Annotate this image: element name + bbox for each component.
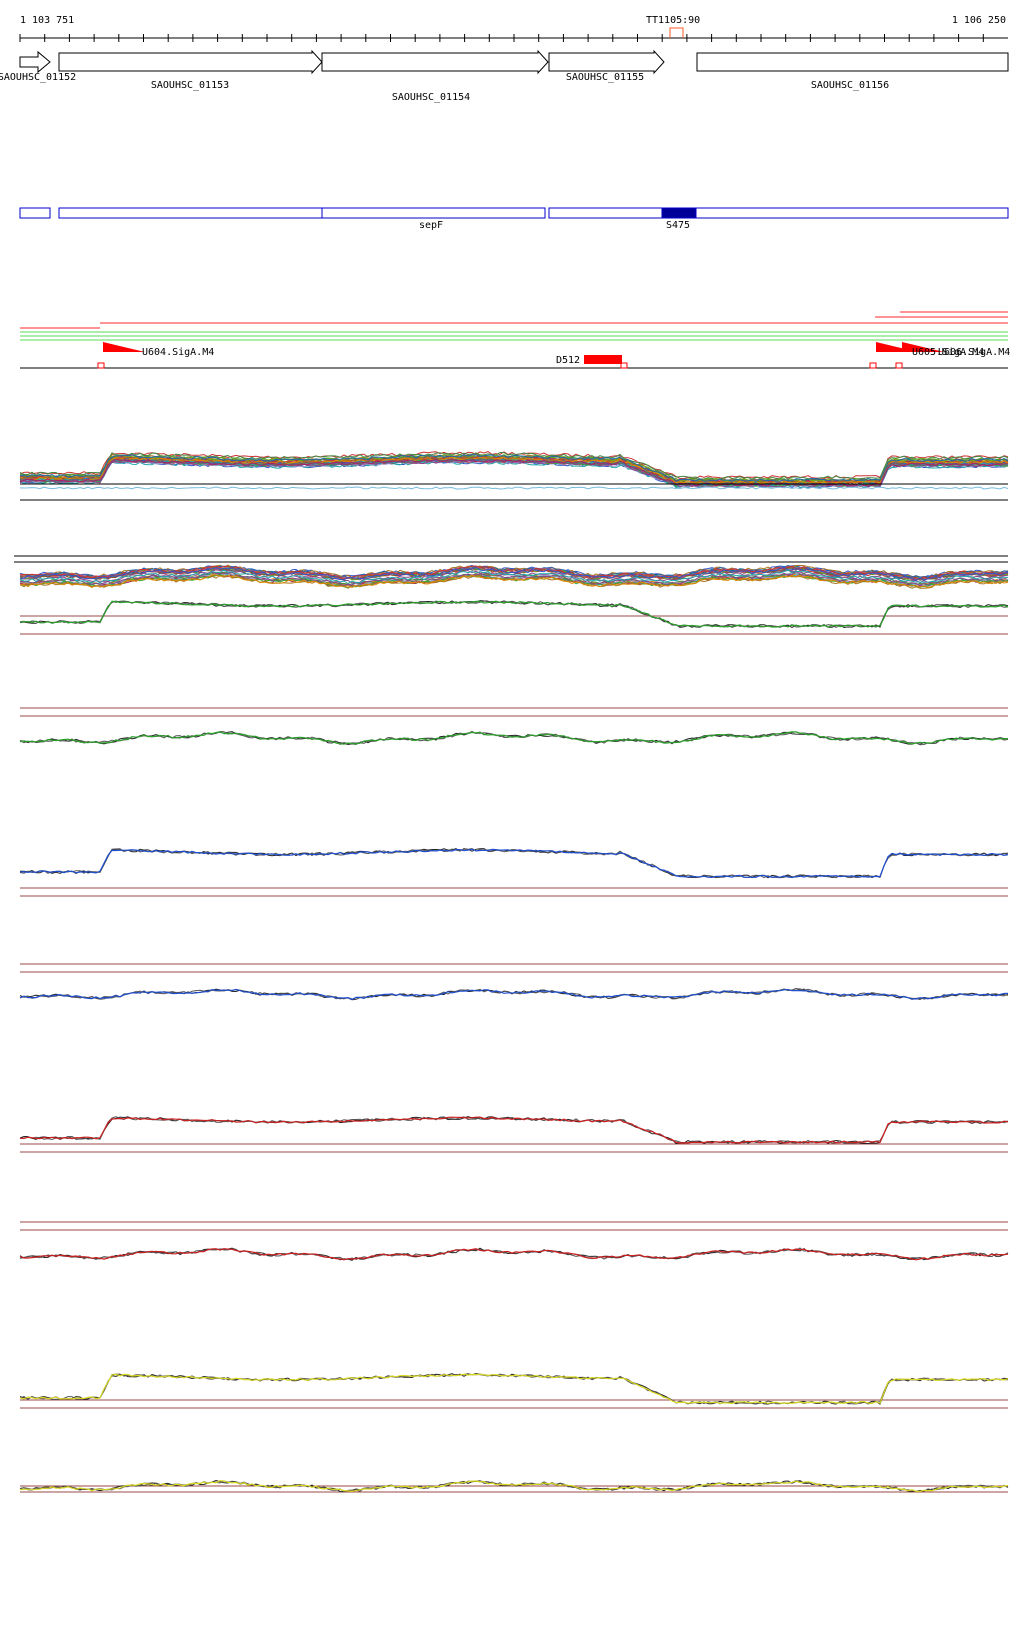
dense-series-line <box>19 574 1009 589</box>
ruler-start-label: 1 103 751 <box>20 15 74 26</box>
promoter-flag-1[interactable] <box>103 342 145 367</box>
gene-label-01155: SAOUHSC_01155 <box>566 72 644 83</box>
ruler-ticks <box>19 34 984 42</box>
ruler-marker-label: TT1105:90 <box>646 15 700 26</box>
promoter-label-2: U605.SigA.M4 <box>912 347 984 358</box>
replicate-line <box>19 847 1009 879</box>
expression-track-2 <box>19 707 1009 746</box>
dense-series-line <box>19 571 1009 586</box>
replicate-line <box>19 600 1009 629</box>
coordinate-ruler: 1 103 751 1 106 250 TT1105:90 <box>19 15 1008 42</box>
dense-expression-track-2 <box>14 555 1009 589</box>
promoter-mark-3 <box>895 362 903 369</box>
series-line <box>19 1248 1009 1261</box>
segment-box-4[interactable] <box>548 207 1009 219</box>
region-bar[interactable] <box>584 355 622 364</box>
gene-label-01153: SAOUHSC_01153 <box>151 80 229 91</box>
region-label: D512 <box>556 355 580 366</box>
gene-label-01152: SAOUHSC_01152 <box>0 72 76 83</box>
expression-track-1 <box>19 600 1009 635</box>
promoter-flag-3[interactable] <box>902 342 944 367</box>
segment-highlight[interactable] <box>661 207 697 219</box>
series-line <box>19 988 1009 1001</box>
promoter-mark-1 <box>97 362 105 369</box>
segment-box-2[interactable] <box>58 207 323 219</box>
gene-arrow-01153[interactable] <box>58 49 323 75</box>
promoter-flag-2[interactable] <box>876 342 918 367</box>
expression-track-8 <box>19 1479 1009 1493</box>
replicate-line <box>19 1116 1009 1144</box>
series-line <box>19 1116 1009 1144</box>
gene-label-01154: SAOUHSC_01154 <box>392 92 470 103</box>
dense-series-line <box>19 451 1009 479</box>
dense-series-line <box>19 569 1009 585</box>
promoter-mark-2 <box>869 362 877 369</box>
gene-arrow-01154[interactable] <box>321 49 549 75</box>
dense-series-line <box>19 454 1009 483</box>
region-mark <box>620 362 628 369</box>
replicate-line <box>19 1116 1009 1145</box>
dense-series-line <box>19 486 1009 490</box>
expression-track-7 <box>19 1373 1009 1409</box>
ruler-end-label: 1 106 250 <box>952 15 1006 26</box>
expression-tracks <box>19 600 1009 1493</box>
expression-track-3 <box>19 847 1009 897</box>
replicate-line <box>19 988 1009 1000</box>
replicate-line <box>19 848 1009 879</box>
dense-series-line <box>19 458 1009 487</box>
replicate-line <box>19 600 1009 628</box>
segment-highlight-label: S475 <box>666 220 690 231</box>
gene-box-01156[interactable] <box>696 52 1009 72</box>
segment-track <box>19 207 1009 219</box>
transcript-track: U604.SigA.M4 D512 U605.SigA.M4 U606.SigA… <box>20 311 1010 369</box>
series-line <box>19 1373 1009 1405</box>
gene-track <box>19 49 1009 75</box>
series-line <box>19 1480 1009 1493</box>
ruler-marker[interactable] <box>669 27 684 38</box>
segment-box-3[interactable] <box>321 207 546 219</box>
series-line <box>19 731 1009 745</box>
replicate-line <box>19 1373 1009 1405</box>
promoter-label-3: U606.SigA.M4 <box>938 347 1010 358</box>
dense-series-line <box>19 566 1009 581</box>
dense-expression-track-1 <box>19 451 1009 501</box>
gene-arrow-01152[interactable] <box>19 50 51 74</box>
series-line <box>19 848 1009 879</box>
series-line <box>19 600 1009 628</box>
expression-track-5 <box>19 1116 1009 1153</box>
expression-track-6 <box>19 1221 1009 1261</box>
dense-series-line <box>19 451 1009 480</box>
promoter-label-1: U604.SigA.M4 <box>142 347 214 358</box>
dense-series-line <box>19 458 1009 487</box>
segment-gene-label: sepF <box>419 220 443 231</box>
expression-track-4 <box>19 963 1009 1001</box>
segment-box-1[interactable] <box>19 207 51 219</box>
gene-label-01156: SAOUHSC_01156 <box>811 80 889 91</box>
gene-arrow-01155[interactable] <box>548 49 665 75</box>
